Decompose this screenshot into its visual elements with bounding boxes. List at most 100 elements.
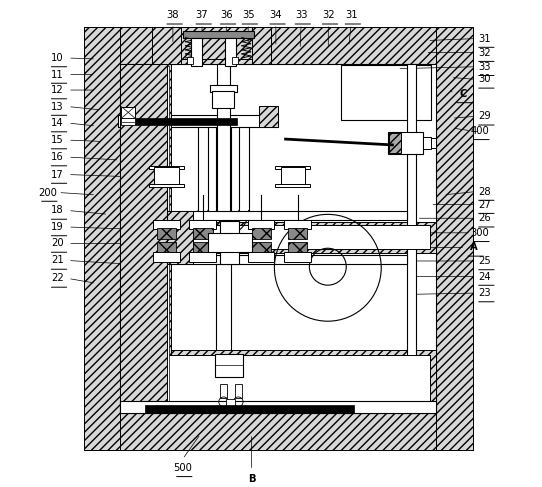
Bar: [389, 133, 401, 153]
Bar: [423, 137, 431, 149]
Bar: [248, 220, 274, 229]
Bar: [215, 354, 243, 377]
Bar: [120, 64, 171, 413]
Bar: [193, 228, 212, 239]
Bar: [188, 56, 193, 64]
Text: A: A: [470, 243, 478, 252]
Bar: [225, 38, 236, 66]
Bar: [288, 242, 307, 252]
Text: 21: 21: [51, 256, 64, 265]
Text: 12: 12: [51, 85, 64, 95]
Bar: [288, 228, 307, 239]
Text: 23: 23: [479, 288, 491, 298]
Text: 38: 38: [166, 10, 179, 20]
Text: 10: 10: [51, 53, 63, 63]
Text: 34: 34: [269, 10, 282, 20]
Bar: [120, 350, 436, 413]
Text: 18: 18: [51, 206, 63, 215]
Text: 11: 11: [51, 70, 64, 79]
Bar: [166, 211, 193, 264]
Text: 22: 22: [51, 274, 64, 283]
Bar: [153, 252, 180, 262]
Bar: [220, 221, 240, 264]
Text: 35: 35: [242, 10, 255, 20]
Bar: [275, 184, 311, 187]
Bar: [118, 115, 278, 127]
Bar: [431, 138, 436, 148]
Bar: [145, 405, 353, 413]
Text: C: C: [459, 89, 467, 99]
Bar: [157, 242, 176, 252]
Bar: [281, 167, 305, 184]
Text: 33: 33: [295, 10, 307, 20]
Bar: [84, 27, 473, 64]
Text: 24: 24: [479, 272, 491, 281]
Text: 26: 26: [478, 213, 491, 223]
Bar: [235, 384, 242, 398]
Text: 13: 13: [51, 102, 63, 112]
Text: 19: 19: [51, 222, 64, 232]
Text: 27: 27: [478, 200, 491, 209]
Text: 37: 37: [196, 10, 208, 20]
Text: 20: 20: [51, 239, 63, 248]
Bar: [123, 66, 169, 411]
Text: 30: 30: [479, 75, 491, 84]
Bar: [189, 252, 216, 262]
Text: 16: 16: [51, 152, 64, 162]
Bar: [153, 220, 180, 229]
Bar: [84, 27, 120, 450]
Bar: [251, 228, 271, 239]
Text: 29: 29: [478, 111, 491, 121]
Bar: [251, 242, 271, 252]
Bar: [183, 31, 255, 38]
Bar: [84, 413, 473, 450]
Bar: [157, 228, 176, 239]
Bar: [189, 220, 216, 229]
Bar: [248, 252, 274, 262]
Text: 33: 33: [479, 62, 491, 72]
Bar: [120, 401, 436, 413]
Bar: [168, 255, 407, 264]
Bar: [251, 27, 271, 64]
Text: 25: 25: [478, 256, 491, 266]
Text: 32: 32: [479, 48, 491, 57]
Text: 31: 31: [479, 34, 491, 43]
Bar: [152, 27, 181, 64]
Bar: [120, 222, 436, 253]
Bar: [149, 166, 184, 169]
Bar: [217, 64, 230, 215]
Bar: [341, 65, 431, 120]
Text: 31: 31: [345, 10, 357, 20]
Text: 36: 36: [220, 10, 233, 20]
Bar: [232, 56, 238, 64]
Text: 500: 500: [173, 463, 192, 473]
Text: 200: 200: [38, 187, 57, 198]
Bar: [120, 64, 166, 413]
Polygon shape: [217, 215, 230, 230]
Bar: [284, 252, 311, 262]
Bar: [284, 220, 311, 229]
Bar: [220, 384, 227, 398]
Bar: [191, 38, 202, 66]
Text: 300: 300: [470, 228, 489, 238]
Bar: [121, 118, 134, 126]
Bar: [154, 167, 179, 184]
Bar: [126, 355, 430, 410]
Bar: [121, 107, 135, 118]
Bar: [212, 91, 234, 108]
Bar: [436, 27, 473, 450]
Text: 15: 15: [51, 135, 64, 145]
Bar: [181, 27, 251, 59]
Text: 17: 17: [51, 169, 64, 180]
Bar: [193, 242, 212, 252]
Text: 14: 14: [51, 118, 63, 128]
Text: 28: 28: [479, 187, 491, 197]
Bar: [227, 399, 235, 409]
Bar: [168, 211, 407, 220]
Bar: [407, 64, 416, 413]
Text: B: B: [248, 474, 255, 484]
Bar: [149, 184, 184, 187]
Bar: [275, 166, 311, 169]
Bar: [126, 225, 430, 249]
Bar: [259, 106, 278, 127]
